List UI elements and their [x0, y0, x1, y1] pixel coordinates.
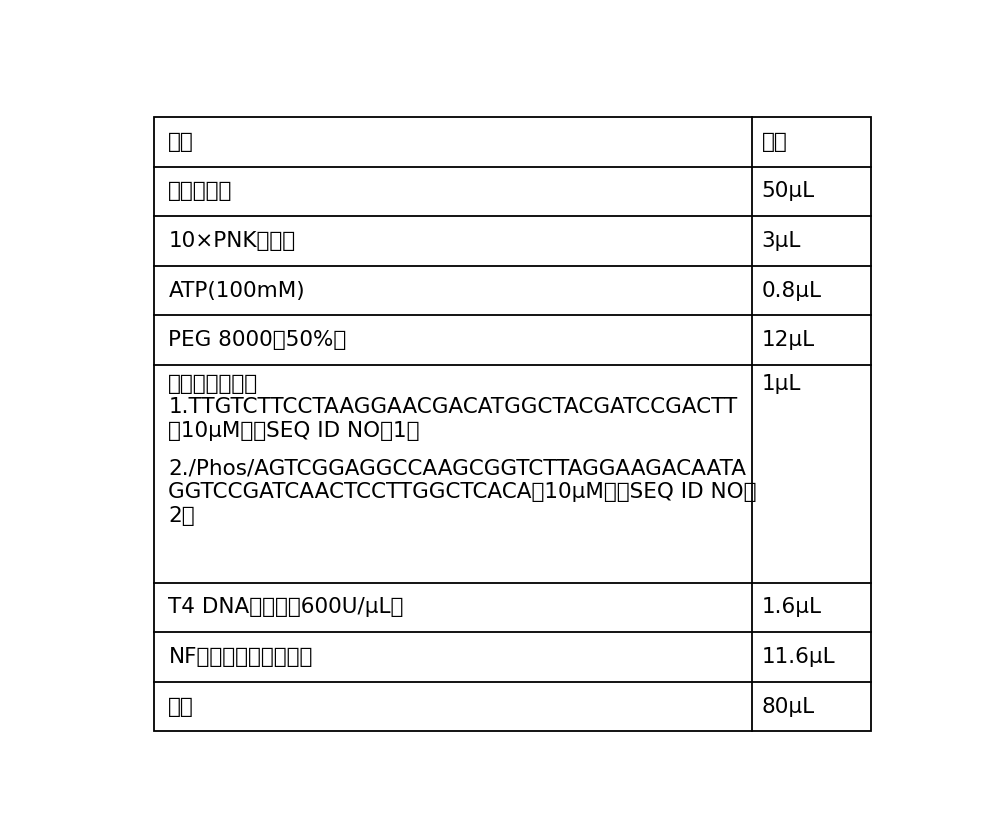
Text: （10μM）（SEQ ID NO：1）: （10μM）（SEQ ID NO：1）: [168, 421, 420, 441]
Text: 总量: 总量: [168, 696, 194, 717]
Text: 2./Phos/AGTCGGAGGCCAAGCGGTCTTAGGAAGACAATA: 2./Phos/AGTCGGAGGCCAAGCGGTCTTAGGAAGACAAT…: [168, 458, 746, 478]
Text: 上步反应物: 上步反应物: [168, 181, 233, 202]
Text: 1μL: 1μL: [762, 374, 801, 393]
Text: 11.6μL: 11.6μL: [762, 647, 835, 667]
Text: GGTCCGATCAACTCCTTGGCTCACA（10μM）（SEQ ID NO：: GGTCCGATCAACTCCTTGGCTCACA（10μM）（SEQ ID N…: [168, 482, 757, 501]
Text: ATP(100mM): ATP(100mM): [168, 281, 305, 301]
Text: 两条接头序列：: 两条接头序列：: [168, 374, 259, 393]
Text: 用量: 用量: [762, 132, 787, 152]
Text: 1.TTGTCTTCCTAAGGAACGACATGGCTACGATCCGACTT: 1.TTGTCTTCCTAAGGAACGACATGGCTACGATCCGACTT: [168, 397, 738, 417]
Text: 80μL: 80μL: [762, 696, 815, 717]
Text: 50μL: 50μL: [762, 181, 815, 202]
Text: 3μL: 3μL: [762, 231, 801, 251]
Text: 10×PNK缓冲液: 10×PNK缓冲液: [168, 231, 296, 251]
Text: T4 DNA连接酶（600U/μL）: T4 DNA连接酶（600U/μL）: [168, 597, 404, 617]
Text: 12μL: 12μL: [762, 330, 815, 350]
Text: 0.8μL: 0.8μL: [762, 281, 822, 301]
Text: 组分: 组分: [168, 132, 194, 152]
Text: NF水（无核酸酶的水）: NF水（无核酸酶的水）: [168, 647, 313, 667]
Text: 1.6μL: 1.6μL: [762, 597, 822, 617]
Text: PEG 8000（50%）: PEG 8000（50%）: [168, 330, 347, 350]
Text: 2）: 2）: [168, 506, 195, 526]
